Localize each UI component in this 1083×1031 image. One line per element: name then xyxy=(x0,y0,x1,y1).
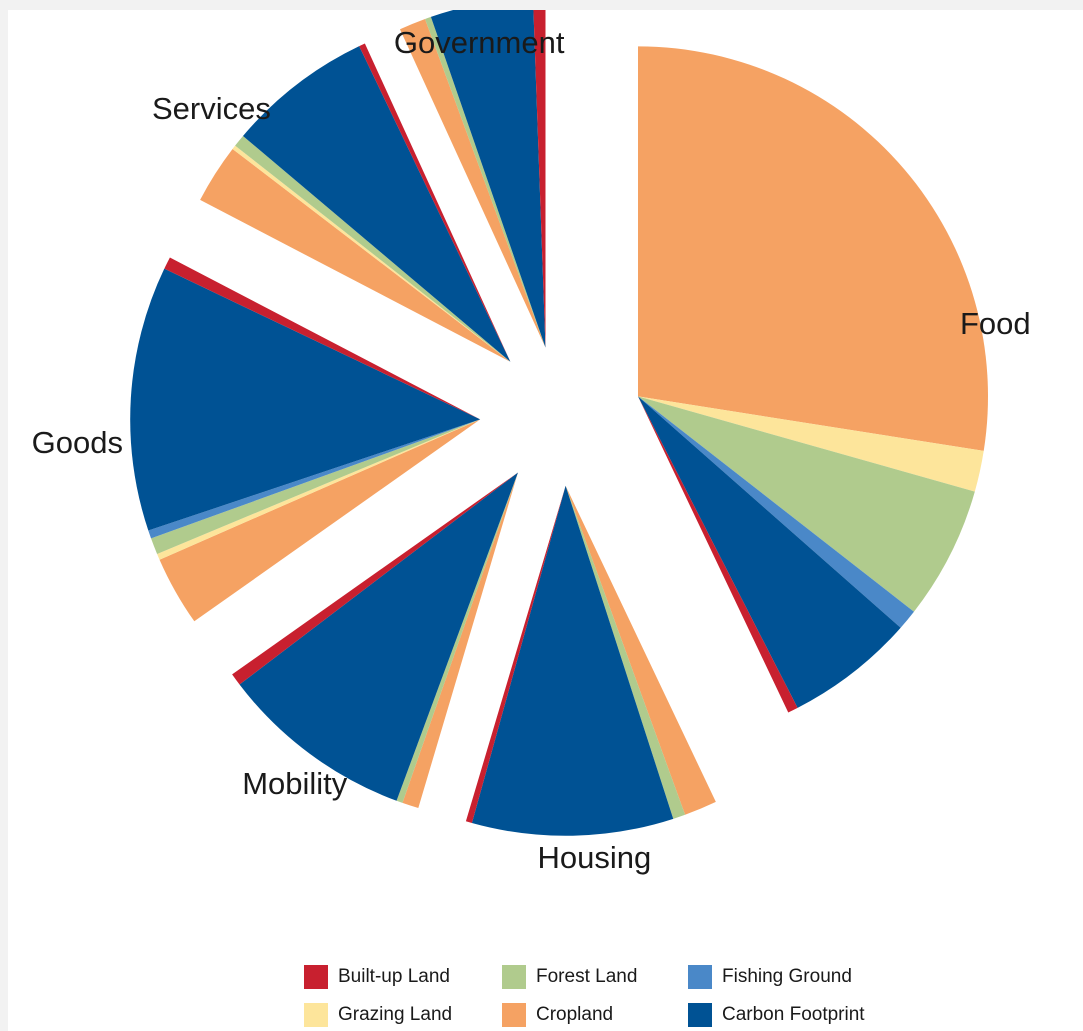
slice-housing-forest-land xyxy=(565,485,686,819)
group-label-housing: Housing xyxy=(537,839,652,875)
legend: Built-up Land Forest Land Fishing Ground Gr… xyxy=(304,965,924,1027)
group-services xyxy=(200,43,511,362)
chart-canvas: Food Housing Mobility Goods Services Governme… xyxy=(8,10,1083,1031)
legend-item-built-up-land: Built-up Land xyxy=(304,965,502,989)
slice-food-grazing-land xyxy=(638,396,984,492)
slice-food-built-up-land xyxy=(638,396,798,713)
slice-services-grazing-land xyxy=(232,145,511,362)
legend-swatch-built-up-land xyxy=(304,965,328,989)
group-food xyxy=(638,46,988,713)
slice-services-cropland xyxy=(200,148,511,362)
legend-label-built-up-land: Built-up Land xyxy=(338,966,450,987)
slice-goods-cropland xyxy=(159,419,481,622)
slice-government-cropland xyxy=(399,18,546,348)
slice-goods-fishing-ground xyxy=(148,419,481,539)
legend-item-grazing-land: Grazing Land xyxy=(304,1003,502,1027)
slice-government-carbon-footprint xyxy=(430,10,546,348)
group-label-government: Government xyxy=(393,24,565,60)
legend-swatch-fishing-ground xyxy=(688,965,712,989)
slice-mobility-built-up-land xyxy=(232,472,518,685)
group-label-food: Food xyxy=(959,305,1031,341)
slice-government-built-up-land xyxy=(533,10,546,348)
slice-food-cropland xyxy=(638,46,988,451)
slice-services-carbon-footprint xyxy=(242,46,511,362)
slice-housing-cropland xyxy=(565,485,716,815)
legend-item-carbon-footprint: Carbon Footprint xyxy=(688,1003,888,1027)
group-housing xyxy=(465,485,716,836)
slice-food-forest-land xyxy=(638,396,975,612)
slice-services-forest-land xyxy=(235,135,511,362)
slice-food-carbon-footprint xyxy=(638,396,901,708)
legend-item-fishing-ground: Fishing Ground xyxy=(688,965,888,989)
slice-housing-carbon-footprint xyxy=(471,485,674,836)
legend-swatch-cropland xyxy=(502,1003,526,1027)
group-mobility xyxy=(232,472,518,808)
slice-housing-built-up-land xyxy=(465,485,566,824)
slice-goods-carbon-footprint xyxy=(130,268,481,531)
legend-swatch-grazing-land xyxy=(304,1003,328,1027)
slice-mobility-cropland xyxy=(402,472,518,808)
legend-swatch-forest-land xyxy=(502,965,526,989)
group-label-mobility: Mobility xyxy=(242,765,348,801)
slice-government-forest-land xyxy=(425,16,546,348)
group-label-services: Services xyxy=(151,91,271,127)
legend-label-fishing-ground: Fishing Ground xyxy=(722,966,852,987)
slice-goods-built-up-land xyxy=(164,257,481,420)
group-label-goods: Goods xyxy=(31,425,123,461)
group-government xyxy=(399,10,546,348)
slice-goods-forest-land xyxy=(151,419,481,554)
slice-goods-grazing-land xyxy=(157,419,481,560)
legend-label-grazing-land: Grazing Land xyxy=(338,1004,453,1025)
legend-swatch-carbon-footprint xyxy=(688,1003,712,1027)
slice-mobility-carbon-footprint xyxy=(239,472,518,801)
legend-label-cropland: Cropland xyxy=(536,1004,614,1025)
legend-label-forest-land: Forest Land xyxy=(536,966,638,987)
legend-item-forest-land: Forest Land xyxy=(502,965,688,989)
pie-chart xyxy=(130,10,988,836)
group-goods xyxy=(130,257,481,622)
slice-mobility-forest-land xyxy=(396,472,518,803)
slice-services-built-up-land xyxy=(359,43,511,362)
legend-item-cropland: Cropland xyxy=(502,1003,688,1027)
slice-food-fishing-ground xyxy=(638,396,914,628)
legend-label-carbon-footprint: Carbon Footprint xyxy=(722,1004,865,1025)
